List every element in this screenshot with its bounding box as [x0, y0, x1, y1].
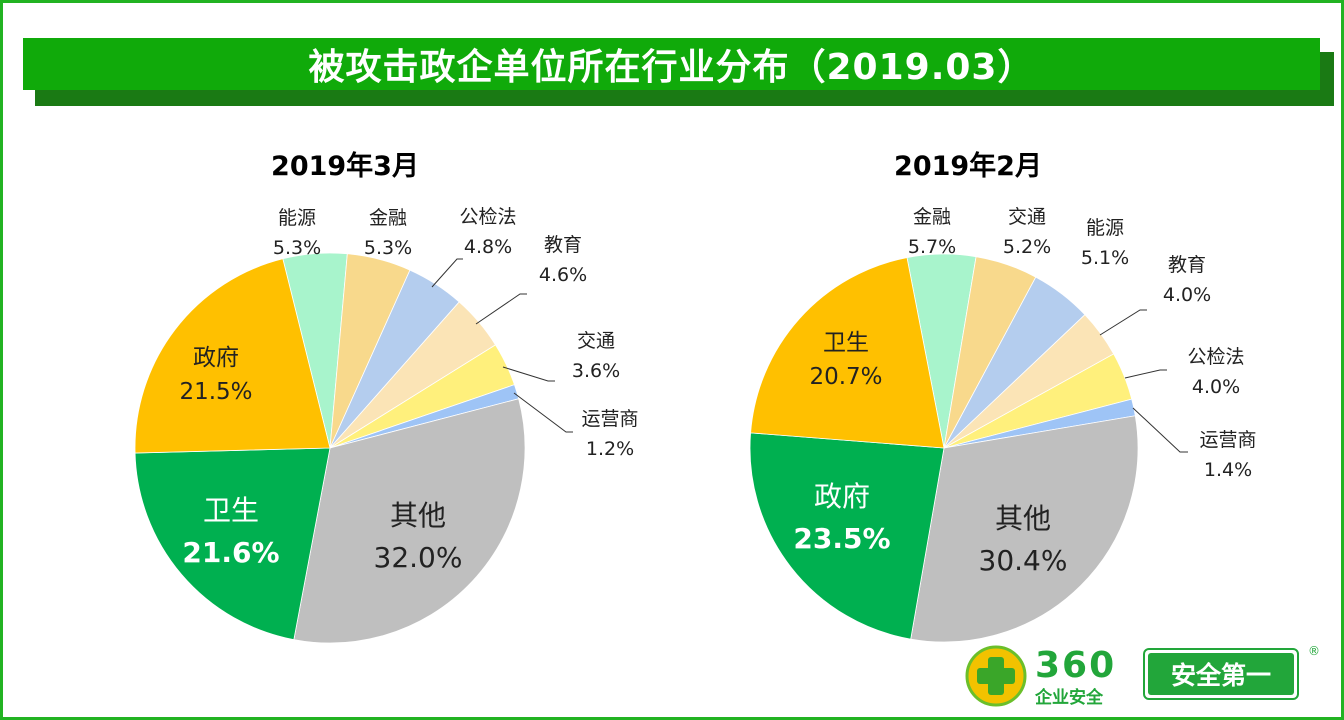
label-education-feb: 教育 4.0% — [1162, 254, 1212, 306]
pie-slice — [134, 447, 331, 641]
leader-lines — [431, 258, 1188, 453]
label-finance-mar: 金融 5.3% — [363, 207, 413, 259]
360-logo-icon — [965, 645, 1027, 707]
leader-line — [513, 392, 573, 433]
logo-brand: 360 — [1035, 645, 1117, 686]
label-energy-mar: 能源 5.3% — [272, 207, 322, 259]
label-transport-feb: 交通 5.2% — [1002, 206, 1052, 258]
registered-mark: ® — [1308, 644, 1320, 658]
leader-line — [1132, 407, 1188, 453]
label-education-mar: 教育 4.6% — [538, 234, 588, 286]
logo-subtitle: 企业安全 — [1035, 688, 1103, 708]
label-energy-feb: 能源 5.1% — [1080, 217, 1130, 269]
pie-slice — [293, 398, 526, 644]
leader-line — [1124, 369, 1167, 379]
pie-slice — [750, 257, 945, 449]
leader-line — [475, 293, 527, 325]
label-health-feb: 卫生 20.7% — [809, 330, 883, 390]
label-health-mar: 卫生 21.6% — [182, 494, 280, 569]
pie-slice — [134, 258, 331, 454]
logo-slogan: 安全第一 — [1143, 648, 1299, 700]
leader-line — [502, 366, 555, 382]
label-other-mar: 其他 32.0% — [373, 499, 463, 574]
label-law-mar: 公检法 4.8% — [459, 206, 517, 258]
leader-line — [431, 258, 463, 288]
label-telecom-mar: 运营商 1.2% — [581, 408, 639, 460]
pie-march — [134, 252, 526, 644]
label-finance-feb: 金融 5.7% — [907, 206, 957, 258]
label-law-feb: 公检法 4.0% — [1187, 346, 1245, 398]
label-other-feb: 其他 30.4% — [978, 502, 1068, 577]
leader-line — [1099, 309, 1147, 336]
label-telecom-feb: 运营商 1.4% — [1199, 429, 1257, 481]
label-transport-mar: 交通 3.6% — [571, 330, 621, 382]
chart-title-march: 2019年3月 — [271, 151, 419, 182]
label-government-feb: 政府 23.5% — [793, 480, 891, 555]
slide-title: 被攻击政企单位所在行业分布（2019.03） — [23, 38, 1320, 90]
pie-slice — [749, 432, 945, 640]
chart-title-february: 2019年2月 — [894, 151, 1042, 182]
label-government-mar: 政府 21.5% — [179, 345, 253, 405]
pie-february — [749, 253, 1139, 643]
pie-slice — [910, 415, 1139, 643]
